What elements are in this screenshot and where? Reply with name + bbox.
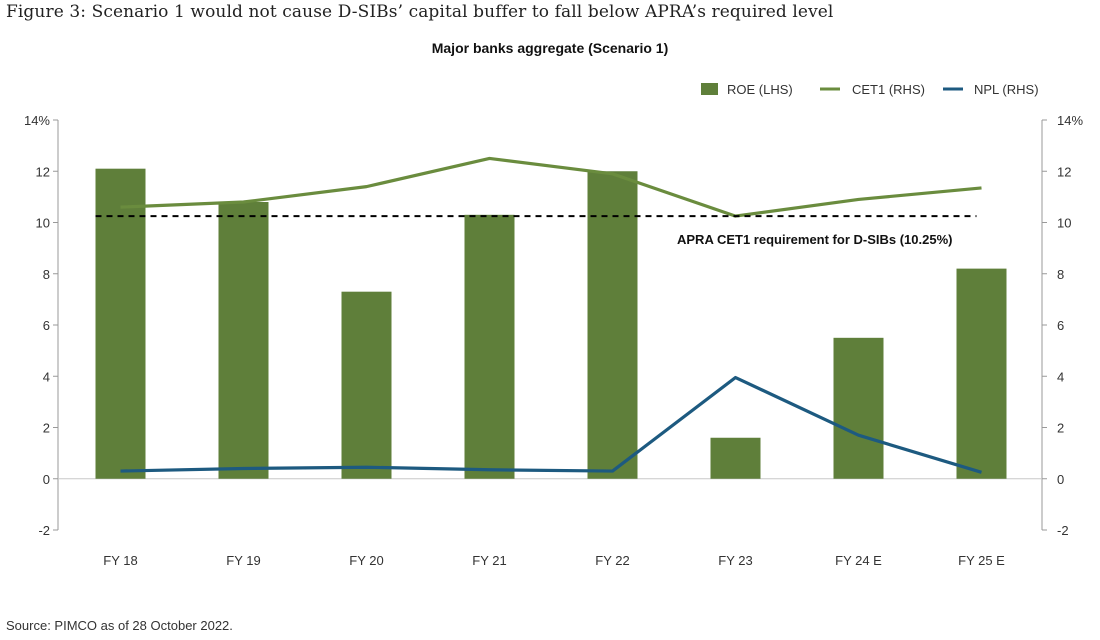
right-axis-tick-label: 0 xyxy=(1057,472,1064,487)
source-note: Source: PIMCO as of 28 October 2022. xyxy=(6,618,233,633)
left-axis-tick-label: 4 xyxy=(43,369,50,384)
roe-bar xyxy=(956,268,1007,479)
x-axis-labels: FY 18 FY 19 FY 20 FY 21 FY 22 FY 23 FY 24 E FY … xyxy=(103,553,1005,568)
roe-bar xyxy=(218,202,269,479)
right-axis-tick-label: 10 xyxy=(1057,216,1071,231)
x-axis-label: FY 24 E xyxy=(835,553,882,568)
right-axis-tick-label: 12 xyxy=(1057,164,1071,179)
chart-title: Major banks aggregate (Scenario 1) xyxy=(431,40,669,56)
requirement-label: APRA CET1 requirement for D-SIBs (10.25%… xyxy=(677,232,952,247)
right-axis-tick-label: -2 xyxy=(1057,523,1069,538)
x-axis-label: FY 23 xyxy=(718,553,752,568)
left-axis-tick-label: 14% xyxy=(24,113,50,128)
chart-axes: 14% 14% 12 12 10 10 8 8 6 6 4 4 2 2 0 0 -2 -2 xyxy=(24,113,1083,538)
roe-bars xyxy=(95,168,1007,479)
cet1-line xyxy=(120,156,982,218)
chart-lines xyxy=(95,156,982,474)
x-axis-label: FY 21 xyxy=(472,553,506,568)
left-axis-tick-label: 6 xyxy=(43,318,50,333)
legend-swatch-roe xyxy=(701,83,718,95)
roe-bar xyxy=(587,171,638,479)
right-axis-tick-label: 6 xyxy=(1057,318,1064,333)
chart-legend: ROE (LHS) CET1 (RHS) NPL (RHS) xyxy=(701,82,1039,97)
left-axis-tick-label: 8 xyxy=(43,267,50,282)
right-axis-tick-label: 4 xyxy=(1057,369,1064,384)
roe-bar xyxy=(710,437,761,479)
x-axis-label: FY 19 xyxy=(226,553,260,568)
figure-title: Figure 3: Scenario 1 would not cause D-S… xyxy=(6,2,834,22)
right-axis-tick-label: 14% xyxy=(1057,113,1083,128)
x-axis-label: FY 18 xyxy=(103,553,137,568)
x-axis-label: FY 20 xyxy=(349,553,383,568)
left-axis-tick-label: 10 xyxy=(36,216,50,231)
npl-line xyxy=(120,375,982,474)
roe-bar xyxy=(95,168,146,479)
roe-bar xyxy=(464,214,515,479)
right-axis-tick-label: 8 xyxy=(1057,267,1064,282)
left-axis-tick-label: 12 xyxy=(36,164,50,179)
left-axis-tick-label: -2 xyxy=(38,523,50,538)
roe-bar xyxy=(341,291,392,479)
x-axis-label: FY 22 xyxy=(595,553,629,568)
legend-label-npl: NPL (RHS) xyxy=(974,82,1039,97)
x-axis-label: FY 25 E xyxy=(958,553,1005,568)
left-axis-tick-label: 2 xyxy=(43,421,50,436)
left-axis-tick-label: 0 xyxy=(43,472,50,487)
legend-label-cet1: CET1 (RHS) xyxy=(852,82,925,97)
legend-label-roe: ROE (LHS) xyxy=(727,82,793,97)
roe-bar xyxy=(833,337,884,479)
right-axis-tick-label: 2 xyxy=(1057,421,1064,436)
